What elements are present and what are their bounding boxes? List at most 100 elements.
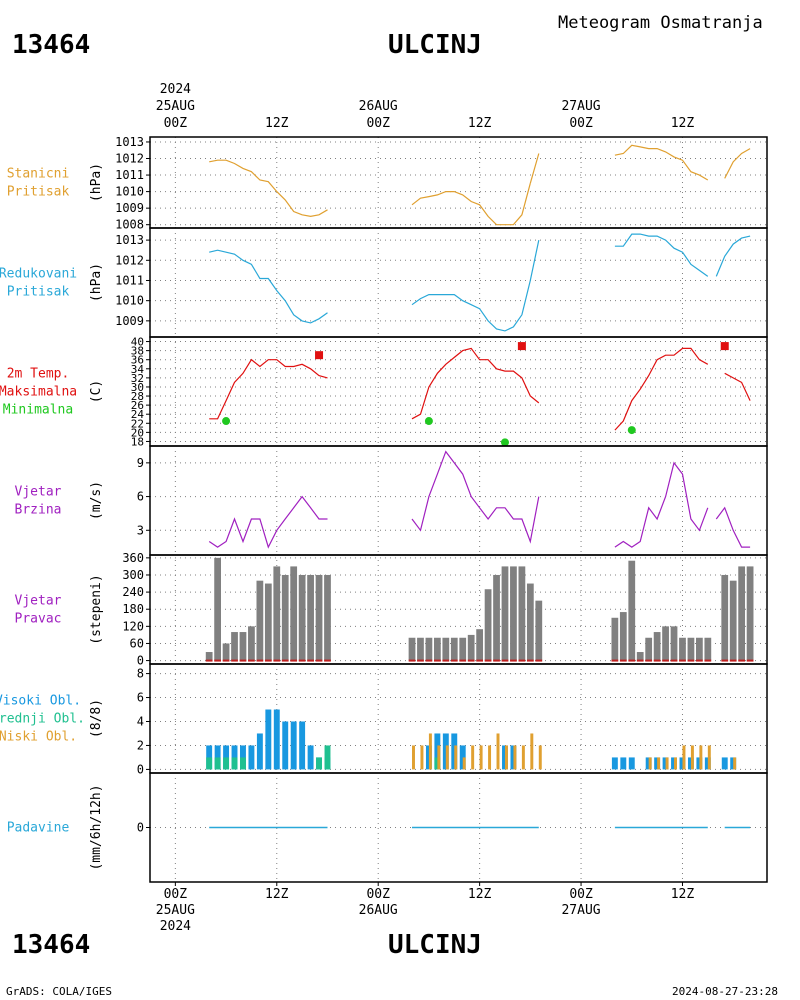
cloud-bar-0 xyxy=(620,757,627,770)
temperature-ytick-label: 26 xyxy=(131,399,144,412)
redukovani-label: Pritisak xyxy=(7,285,70,300)
cloud-bar-0 xyxy=(721,757,728,770)
station-name-bottom: ULCINJ xyxy=(388,930,482,960)
cloud-bar-2 xyxy=(471,745,475,770)
wind_direction-ytick-label: 120 xyxy=(122,619,144,633)
cloud_cover-label: Visoki Obl. xyxy=(0,694,81,709)
redukovani-ytick-label: 1009 xyxy=(115,314,144,328)
redukovani-ytick-label: 1010 xyxy=(115,294,144,308)
wind-dir-bar xyxy=(408,637,416,661)
cloud-bar-2 xyxy=(521,745,525,770)
cloud-bar-1 xyxy=(324,745,331,770)
cloud_cover-label: Srednji Obl. xyxy=(0,712,85,727)
wind-dir-bar xyxy=(484,589,492,661)
top-day-label: 26AUG xyxy=(359,99,398,114)
temperature-line xyxy=(411,347,540,420)
temperature-ytick-label: 34 xyxy=(131,363,145,376)
wind-dir-bar xyxy=(746,566,754,661)
wind-dir-bar xyxy=(662,626,669,661)
cloud-bar-2 xyxy=(538,745,542,770)
wind_speed-line xyxy=(715,506,751,548)
wind-dir-bar xyxy=(264,583,272,661)
cloud-bar-2 xyxy=(412,745,415,770)
temperature-ytick-label: 18 xyxy=(131,435,144,448)
wind-dir-bar xyxy=(324,574,331,661)
wind_speed-ytick-label: 6 xyxy=(137,490,144,504)
cloud-bar-2 xyxy=(733,757,737,770)
wind_direction-ytick-label: 360 xyxy=(122,551,144,565)
cloud-bar-0 xyxy=(273,709,280,770)
wind-dir-bar xyxy=(501,566,509,661)
meteogram-title: Meteogram Osmatranja xyxy=(558,13,763,33)
wind-dir-bar xyxy=(315,574,323,661)
cloud-bar-2 xyxy=(690,745,694,770)
precipitation-ytick-label: 0 xyxy=(137,821,144,835)
tmin-marker xyxy=(222,417,231,426)
wind_direction-ytick-label: 240 xyxy=(122,585,144,599)
wind-dir-bar xyxy=(298,574,306,661)
station-id-bottom: 13464 xyxy=(12,930,91,960)
wind-dir-bar xyxy=(239,632,247,661)
cloud-bar-2 xyxy=(437,745,441,770)
redukovani-frame xyxy=(149,227,768,338)
wind-dir-bar xyxy=(738,566,746,661)
redukovani-label: Redukovani xyxy=(0,267,77,282)
stanicni-line xyxy=(529,153,540,184)
wind_direction-ytick-label: 180 xyxy=(122,602,144,616)
cloud-bar-2 xyxy=(420,745,424,770)
stanicni-ytick-label: 1008 xyxy=(115,218,144,232)
tmin-marker xyxy=(500,438,509,447)
tmax-marker xyxy=(315,351,324,360)
bottom-hour-label: 12Z xyxy=(265,887,289,902)
wind-dir-bar xyxy=(670,626,678,661)
temperature-line xyxy=(209,358,328,420)
wind-dir-bar xyxy=(628,560,636,661)
cloud-bar-2 xyxy=(657,757,661,770)
cloud-bar-2 xyxy=(699,745,703,770)
wind_direction-ytick-label: 60 xyxy=(130,636,144,650)
redukovani-ylabel: (hPa) xyxy=(89,263,104,302)
wind_speed-label: Vjetar xyxy=(15,485,62,500)
cloud-bar-0 xyxy=(671,757,677,770)
wind_speed-label: Brzina xyxy=(15,503,62,518)
cloud-bar-2 xyxy=(462,757,466,770)
bottom-hour-label: 00Z xyxy=(366,887,390,902)
wind_speed-ytick-label: 3 xyxy=(137,523,144,537)
cloud-bar-2 xyxy=(488,745,492,770)
bottom-hour-label: 12Z xyxy=(468,887,492,902)
wind_speed-line xyxy=(614,461,709,548)
wind-dir-bar xyxy=(493,574,500,661)
cloud-bar-0 xyxy=(307,745,314,770)
cloud-bar-1 xyxy=(223,757,230,770)
precipitation-frame xyxy=(149,772,768,883)
wind_direction-label: Pravac xyxy=(15,612,62,627)
bottom-hour-label: 12Z xyxy=(671,887,695,902)
cloud_cover-ytick-label: 0 xyxy=(137,762,144,776)
wind-dir-bar xyxy=(417,637,424,661)
redukovani-ytick-label: 1011 xyxy=(115,273,144,287)
redukovani-ytick-label: 1013 xyxy=(115,233,144,247)
cloud-bar-0 xyxy=(628,757,635,770)
cloud-bar-1 xyxy=(240,757,246,770)
wind-dir-bar xyxy=(433,637,441,661)
precipitation-label: Padavine xyxy=(7,821,70,836)
cloud-bar-1 xyxy=(214,757,221,770)
wind-dir-bar xyxy=(653,632,661,661)
cloud-bar-0 xyxy=(704,757,711,770)
stanicni-label: Pritisak xyxy=(7,185,70,200)
stanicni-label: Stanicni xyxy=(7,167,70,182)
cloud-bar-1 xyxy=(316,757,322,770)
stanicni-ytick-label: 1013 xyxy=(115,135,144,149)
wind-dir-bar xyxy=(459,637,467,661)
cloud-bar-0 xyxy=(299,721,306,770)
wind_direction-ylabel: (stepeni) xyxy=(89,574,104,644)
tmin-marker xyxy=(424,417,433,426)
wind-dir-bar xyxy=(248,626,255,661)
cloud_cover-ytick-label: 8 xyxy=(137,667,144,681)
temperature-ytick-label: 28 xyxy=(131,390,144,403)
bottom-day-label: 25AUG xyxy=(156,903,195,918)
wind_direction-ytick-label: 300 xyxy=(122,568,144,582)
cloud_cover-ylabel: (8/8) xyxy=(89,699,104,738)
wind-dir-bar xyxy=(619,612,627,661)
top-hour-label: 12Z xyxy=(468,116,492,131)
